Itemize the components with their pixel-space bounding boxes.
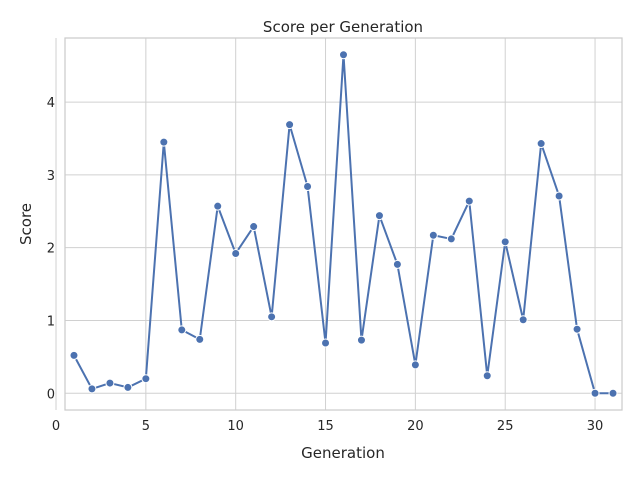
tick-labels: 0 5 10 15 20 25 30 0 1 2 3 4 <box>47 96 604 434</box>
data-point <box>500 237 510 247</box>
data-point <box>159 137 169 147</box>
y-tick-label: 1 <box>47 314 55 329</box>
data-point <box>303 182 313 192</box>
data-point <box>141 374 151 384</box>
data-point <box>608 388 618 398</box>
data-point <box>249 222 259 232</box>
data-point <box>446 234 456 244</box>
data-point <box>105 378 115 388</box>
x-tick-label: 5 <box>142 419 150 434</box>
x-tick-label: 25 <box>497 419 514 434</box>
data-point <box>69 350 79 360</box>
grid-lines <box>55 38 622 410</box>
x-tick-label: 0 <box>52 419 60 434</box>
plot-frame <box>64 37 623 411</box>
series-score-markers <box>69 50 618 398</box>
data-point <box>123 382 133 392</box>
data-point <box>482 371 492 381</box>
x-tick-label: 20 <box>407 419 424 434</box>
data-point <box>177 325 187 335</box>
data-point <box>339 50 348 60</box>
data-point <box>374 211 384 221</box>
data-point <box>518 315 528 325</box>
y-tick-label: 3 <box>47 169 55 184</box>
data-point <box>231 248 241 258</box>
y-tick-label: 0 <box>47 387 55 402</box>
data-point <box>464 196 474 206</box>
data-point <box>87 384 97 394</box>
x-tick-label: 10 <box>227 419 244 434</box>
chart-title: Score per Generation <box>263 18 423 36</box>
data-point <box>356 335 366 345</box>
x-tick-label: 30 <box>587 419 604 434</box>
data-point <box>321 338 331 348</box>
y-axis-label: Score <box>17 203 35 245</box>
y-tick-label: 2 <box>47 242 55 257</box>
data-point <box>554 191 564 201</box>
data-point <box>213 201 223 211</box>
data-point <box>536 139 546 149</box>
series-line <box>73 53 614 395</box>
series-score <box>73 53 614 395</box>
data-point <box>428 230 438 240</box>
x-tick-label: 15 <box>317 419 334 434</box>
data-point <box>285 120 295 130</box>
data-point <box>267 312 277 322</box>
data-point <box>195 334 205 344</box>
data-point <box>590 388 600 398</box>
data-point <box>410 360 420 370</box>
y-tick-label: 4 <box>47 96 55 111</box>
x-axis-label: Generation <box>301 444 385 462</box>
data-point <box>572 324 582 334</box>
data-point <box>392 259 402 269</box>
